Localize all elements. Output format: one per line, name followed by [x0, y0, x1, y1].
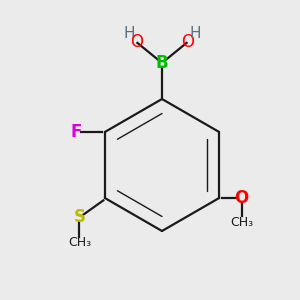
Text: H: H: [189, 26, 201, 41]
Text: F: F: [71, 123, 82, 141]
Text: H: H: [123, 26, 135, 41]
Text: O: O: [181, 33, 194, 51]
Text: O: O: [235, 189, 249, 207]
Text: CH₃: CH₃: [68, 236, 91, 250]
Text: O: O: [130, 33, 143, 51]
Text: S: S: [73, 208, 85, 226]
Text: B: B: [156, 54, 168, 72]
Text: CH₃: CH₃: [230, 215, 253, 229]
